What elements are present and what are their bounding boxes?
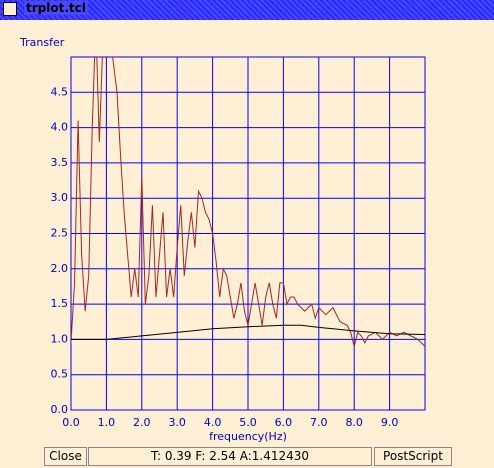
- x-tick-label: 3.0: [168, 416, 186, 429]
- y-tick-label: 2.5: [51, 227, 69, 240]
- window-title: trplot.tcl: [24, 1, 88, 15]
- x-tick-label: 2.0: [133, 416, 151, 429]
- title-bar: trplot.tcl: [0, 0, 494, 20]
- postscript-button[interactable]: PostScript: [374, 447, 452, 466]
- x-tick-label: 0.0: [62, 416, 80, 429]
- y-tick-label: 1.5: [51, 297, 69, 310]
- y-tick-label: 4.5: [51, 85, 69, 98]
- line-series: [71, 57, 425, 347]
- y-tick-label: 3.5: [51, 156, 69, 169]
- close-button[interactable]: Close: [44, 447, 87, 466]
- y-axis-label: Transfer: [19, 36, 65, 49]
- y-tick-label: 4.0: [51, 121, 69, 134]
- x-tick-label: 6.0: [275, 416, 293, 429]
- x-axis-label: frequency(Hz): [209, 430, 287, 443]
- status-field: T: 0.39 F: 2.54 A:1.412430: [88, 447, 372, 466]
- x-tick-label: 4.0: [204, 416, 222, 429]
- line-series: [71, 324, 425, 340]
- x-tick-label: 9.0: [381, 416, 399, 429]
- window-menu[interactable]: [3, 2, 17, 16]
- y-tick-label: 3.0: [51, 191, 69, 204]
- y-tick-label: 0.5: [51, 368, 69, 381]
- y-tick-label: 1.0: [51, 332, 69, 345]
- y-tick-label: 2.0: [51, 262, 69, 275]
- x-tick-label: 5.0: [239, 416, 257, 429]
- x-tick-label: 8.0: [345, 416, 363, 429]
- y-tick-label: 0.0: [51, 403, 69, 416]
- chart: Transfer frequency(Hz) 0.0 0.5 1.0 1.5 2.0 2.…: [19, 36, 426, 443]
- x-tick-label: 7.0: [310, 416, 328, 429]
- x-tick-label: 1.0: [98, 416, 116, 429]
